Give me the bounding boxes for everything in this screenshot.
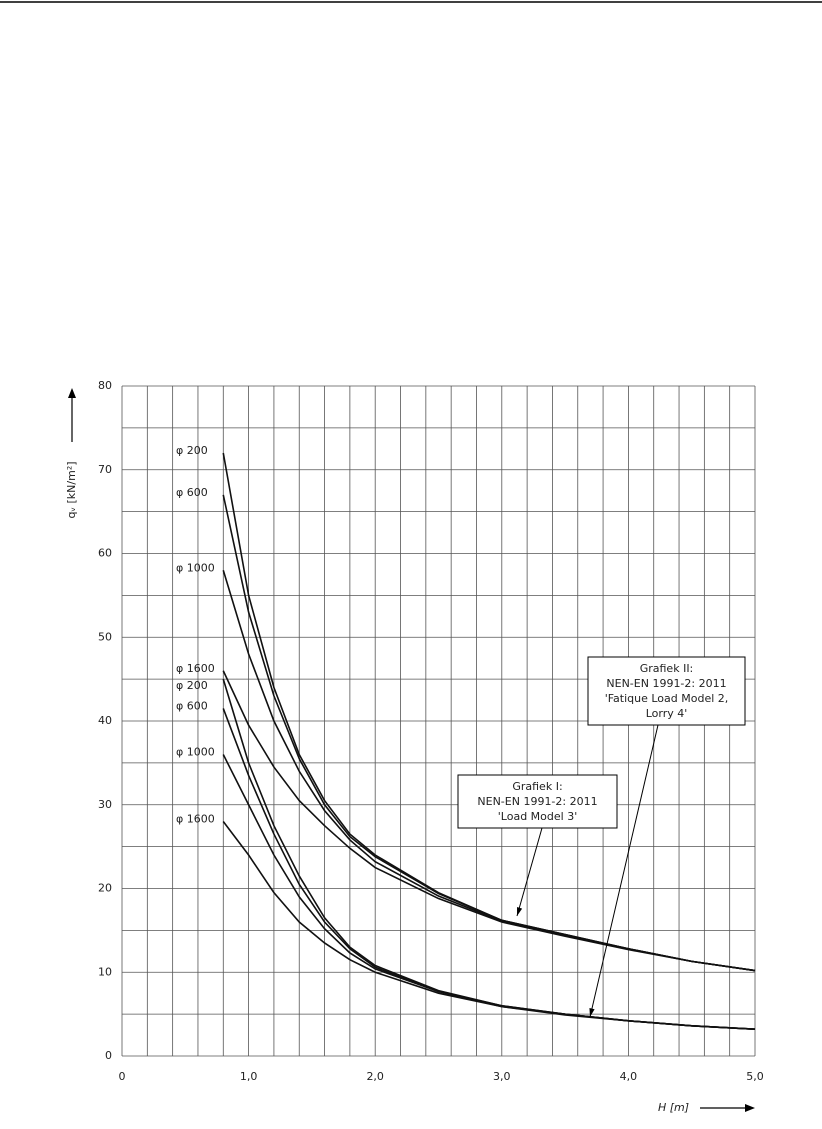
y-tick-label: 30 [98, 798, 112, 811]
curve [222, 570, 756, 972]
x-tick-label: 4,0 [620, 1070, 638, 1083]
series-label: φ 200 [176, 679, 208, 692]
annotation-text: Grafiek II: [640, 662, 694, 675]
y-tick-label: 50 [98, 630, 112, 643]
y-axis-label: qᵥ [kN/m²] [65, 461, 78, 518]
x-tick-label: 3,0 [493, 1070, 511, 1083]
annotation-text: NEN-EN 1991-2: 2011 [606, 677, 726, 690]
x-axis-label: H [m] [658, 1101, 689, 1114]
curve [222, 821, 756, 1030]
annotation-arrow [589, 724, 659, 1018]
series-label: φ 1000 [176, 561, 215, 574]
y-tick-label: 80 [98, 379, 112, 392]
y-tick-label: 70 [98, 463, 112, 476]
series-label: φ 600 [176, 699, 208, 712]
annotation-text: NEN-EN 1991-2: 2011 [477, 795, 597, 808]
series-label: φ 1000 [176, 746, 215, 759]
annotation-arrow-head [589, 1008, 595, 1017]
axis-arrow-head [745, 1104, 755, 1112]
x-tick-label: 0 [119, 1070, 126, 1083]
y-tick-label: 40 [98, 714, 112, 727]
annotation-box [587, 656, 746, 726]
series-label: φ 1600 [176, 662, 215, 675]
series-label: φ 200 [176, 444, 208, 457]
curve [222, 670, 756, 972]
series-label: φ 1600 [176, 813, 215, 826]
y-tick-label: 60 [98, 547, 112, 560]
x-tick-label: 1,0 [240, 1070, 258, 1083]
annotation-arrow-head [517, 907, 523, 916]
axis-arrow-head [68, 388, 76, 398]
annotation-box [457, 774, 618, 829]
annotation-arrow [516, 827, 543, 917]
series-label: φ 600 [176, 486, 208, 499]
curve [222, 494, 756, 972]
x-tick-label: 2,0 [366, 1070, 384, 1083]
curve [222, 708, 756, 1030]
curve [222, 678, 756, 1030]
annotation-text: Grafiek I: [512, 780, 562, 793]
annotation-text: 'Fatique Load Model 2, [605, 692, 729, 705]
x-tick-label: 5,0 [746, 1070, 764, 1083]
annotation-text: 'Load Model 3' [498, 810, 577, 823]
y-tick-label: 10 [98, 965, 112, 978]
y-tick-label: 20 [98, 882, 112, 895]
y-tick-label: 0 [105, 1049, 112, 1062]
annotation-text: Lorry 4' [646, 707, 688, 720]
